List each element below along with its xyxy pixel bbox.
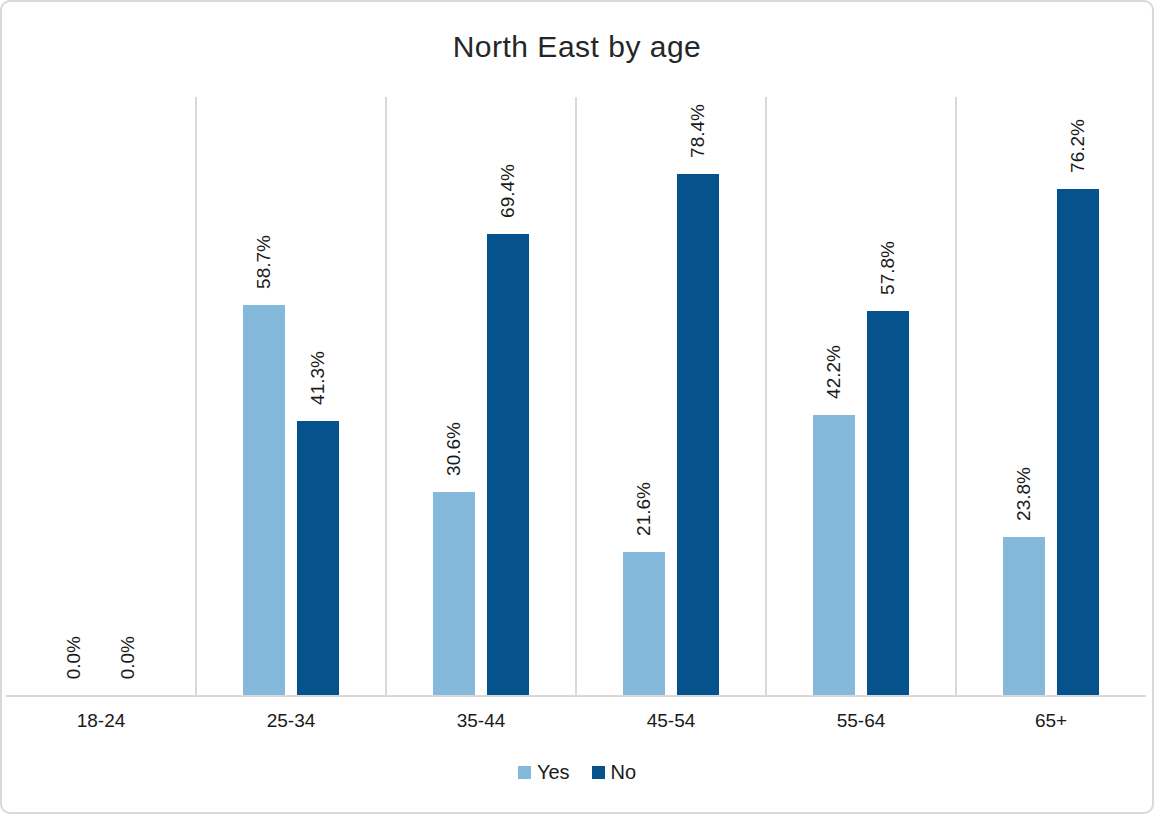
plot-area: 0.0%58.7%30.6%21.6%42.2%23.8%0.0%41.3%69… bbox=[6, 97, 1146, 697]
x-axis-labels: 18-2425-3435-4445-5455-6465+ bbox=[6, 710, 1146, 732]
legend-item-no: No bbox=[592, 761, 637, 784]
bar-no-55-64 bbox=[867, 311, 909, 695]
bar-data-label: 57.8% bbox=[867, 135, 909, 295]
chart-title: North East by age bbox=[2, 30, 1152, 64]
bar-yes-35-44 bbox=[433, 492, 475, 695]
legend-item-yes: Yes bbox=[518, 761, 570, 784]
gridline bbox=[385, 97, 387, 695]
bar-data-label: 41.3% bbox=[297, 245, 339, 405]
x-axis-label-55-64: 55-64 bbox=[766, 710, 956, 732]
bar-no-45-54 bbox=[677, 174, 719, 695]
bar-yes-65+ bbox=[1003, 537, 1045, 695]
bar-data-label: 42.2% bbox=[813, 239, 855, 399]
legend-label-yes: Yes bbox=[537, 761, 570, 784]
bar-data-label: 0.0% bbox=[53, 519, 95, 679]
x-axis-label-35-44: 35-44 bbox=[386, 710, 576, 732]
chart-frame: North East by age 0.0% 58.7% 30.6% 21.6% 42.… bbox=[0, 0, 1154, 814]
legend-marker-no-icon bbox=[592, 766, 605, 779]
bar-no-35-44 bbox=[487, 234, 529, 695]
bar-no-25-34 bbox=[297, 421, 339, 695]
bar-yes-45-54 bbox=[623, 552, 665, 695]
x-axis-label-25-34: 25-34 bbox=[196, 710, 386, 732]
legend-marker-yes-icon bbox=[518, 766, 531, 779]
bar-data-label: 58.7% bbox=[243, 129, 285, 289]
bar-no-65+ bbox=[1057, 189, 1099, 695]
bar-data-label: 30.6% bbox=[433, 316, 475, 476]
bar-data-label: 69.4% bbox=[487, 58, 529, 218]
x-axis-label-45-54: 45-54 bbox=[576, 710, 766, 732]
bar-data-label: 21.6% bbox=[623, 376, 665, 536]
bar-data-label: 78.4% bbox=[677, 0, 719, 158]
gridline bbox=[575, 97, 577, 695]
x-axis-label-65+: 65+ bbox=[956, 710, 1146, 732]
legend: Yes No bbox=[2, 761, 1152, 784]
gridline bbox=[955, 97, 957, 695]
legend-label-no: No bbox=[611, 761, 637, 784]
bar-yes-25-34 bbox=[243, 305, 285, 695]
gridline bbox=[195, 97, 197, 695]
bar-data-label: 23.8% bbox=[1003, 361, 1045, 521]
x-axis-label-18-24: 18-24 bbox=[6, 710, 196, 732]
bar-data-label: 0.0% bbox=[107, 519, 149, 679]
bar-yes-55-64 bbox=[813, 415, 855, 695]
gridline bbox=[765, 97, 767, 695]
